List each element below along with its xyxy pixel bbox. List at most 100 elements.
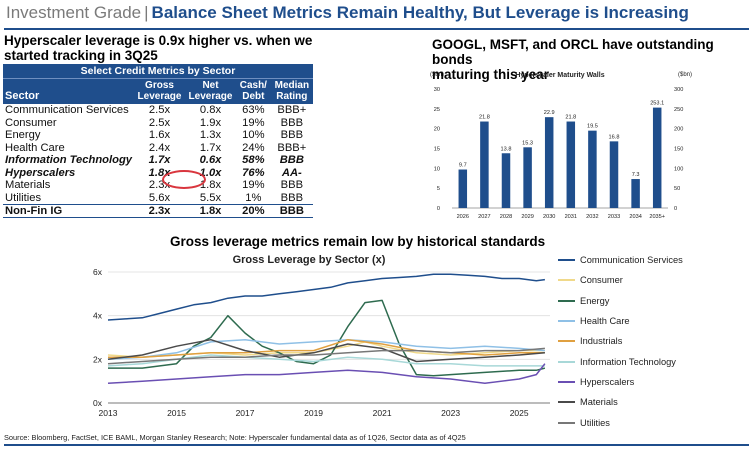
cell-sector: Consumer <box>5 116 57 129</box>
left-tick-label: 5 <box>437 186 440 192</box>
cell-sector: Energy <box>5 129 41 142</box>
right-subtitle-line-1: GOOGL, MSFT, and ORCL have outstanding b… <box>432 37 714 67</box>
bar <box>544 117 554 208</box>
bar <box>588 130 597 208</box>
left-tick-label: 15 <box>434 147 440 153</box>
header-net-line-2: Leverage <box>188 91 233 102</box>
bar-category-label: 2034 <box>629 214 641 220</box>
cell-gross: 2.5x <box>148 116 171 129</box>
legend-label: Materials <box>580 397 618 408</box>
credit-metrics-table: Select Credit Metrics by Sector Sector G… <box>3 64 313 218</box>
left-tick-label: 20 <box>434 127 440 133</box>
y-tick-label: 2x <box>93 354 103 364</box>
bar-data-label: 21.8 <box>479 115 490 121</box>
left-tick-label: 0 <box>437 206 440 212</box>
left-subtitle-line-1: Hyperscaler leverage is 0.9x higher vs. … <box>4 33 313 48</box>
cell-net: 0.6x <box>199 154 222 167</box>
table-header-row: Sector Gross Leverage Net Leverage Cash/De… <box>3 77 313 104</box>
left-tick-label: 30 <box>434 87 440 93</box>
cell-net: 1.7x <box>199 141 222 154</box>
x-tick-label: 2017 <box>236 408 255 418</box>
cell-sector: Information Technology <box>5 154 132 167</box>
cell-rating: BBB+ <box>277 104 307 117</box>
bar-category-label: 2027 <box>478 214 490 220</box>
legend-label: Industrials <box>580 336 623 347</box>
cell-rating: BBB <box>279 154 304 167</box>
series-line <box>107 338 545 363</box>
header-cash-line-2: Debt <box>242 91 265 102</box>
cell-gross: 1.7x <box>148 154 171 167</box>
cell-rating: BBB+ <box>277 141 307 154</box>
right-tick-label: 150 <box>674 147 683 153</box>
legend-label: Health Care <box>580 316 630 327</box>
cell-gross: 2.3x <box>134 203 185 218</box>
cell-cash: 63% <box>242 104 265 117</box>
cell-cash: 20% <box>236 203 271 218</box>
table-title-row: Select Credit Metrics by Sector <box>3 64 313 78</box>
table-total-row: Non-Fin IG 2.3x 1.8x 20% BBB <box>3 203 313 218</box>
cell-cash: 10% <box>242 129 265 142</box>
legend-item: Materials <box>558 392 753 412</box>
left-subtitle: Hyperscaler leverage is 0.9x higher vs. … <box>4 33 312 63</box>
bar-category-label: 2031 <box>565 214 577 220</box>
legend-item: Utilities <box>558 412 753 432</box>
legend-swatch <box>558 340 575 343</box>
table-row: Information Technology 1.7x 0.6x 58% BBB <box>3 154 313 167</box>
header-rule <box>4 28 749 30</box>
legend-swatch <box>558 299 575 302</box>
legend-label: Energy <box>580 295 610 306</box>
bar-category-label: 2030 <box>543 214 555 220</box>
y-tick-label: 6x <box>93 267 103 277</box>
cell-rating: BBB <box>280 179 304 192</box>
table-row: Utilities 5.6x 5.5x 1% BBB <box>3 192 313 205</box>
bar-category-label: 2029 <box>521 214 533 220</box>
y-tick-label: 0x <box>93 398 103 408</box>
table-title: Select Credit Metrics by Sector <box>3 64 313 78</box>
maturity-wall-chart: Hyperscaler Maturity Walls ($bn) ($bn) 0 5 10… <box>430 72 692 220</box>
table-row: Consumer 2.5x 1.9x 19% BBB <box>3 117 313 130</box>
legend-item: Consumer <box>558 270 753 290</box>
right-unit-label: ($bn) <box>678 72 692 78</box>
table-row: Materials 2.3x 1.8x 19% BBB <box>3 179 313 192</box>
header-separator: | <box>144 3 149 22</box>
cell-cash: 19% <box>242 116 265 129</box>
bar <box>480 121 489 208</box>
cell-net: 1.8x <box>185 203 236 218</box>
legend-item: Information Technology <box>558 351 753 371</box>
cell-net: 5.5x <box>199 191 222 204</box>
legend-item: Energy <box>558 291 753 311</box>
cell-rating: AA- <box>281 166 302 179</box>
cell-gross: 1.6x <box>148 129 171 142</box>
cell-cash: 58% <box>242 154 265 167</box>
bar-category-label: 2033 <box>608 214 620 220</box>
cell-rating: BBB <box>280 129 304 142</box>
cell-gross: 2.5x <box>148 104 171 117</box>
header-gross-line-2: Leverage <box>137 91 182 102</box>
table-row: Energy 1.6x 1.3x 10% BBB <box>3 129 313 142</box>
cell-sector: Utilities <box>5 191 42 204</box>
legend-swatch <box>558 360 575 363</box>
header-gross-line-1: Gross <box>145 80 174 91</box>
left-tick-label: 10 <box>434 166 440 172</box>
cell-net: 1.3x <box>199 129 222 142</box>
legend-label: Information Technology <box>580 356 676 367</box>
header-cash-line-1: Cash/ <box>239 80 267 91</box>
cell-net: 1.8x <box>199 179 222 192</box>
right-tick-label: 300 <box>674 87 683 93</box>
table-row: Communication Services 2.5x 0.8x 63% BBB+ <box>3 104 313 117</box>
line-chart-legend: Communication Services Consumer Energy Heal… <box>558 250 753 433</box>
bottom-subtitle: Gross leverage metrics remain low by his… <box>170 234 546 249</box>
cell-net: 0.8x <box>199 104 222 117</box>
bar-data-label: 22.9 <box>544 110 555 116</box>
header-rating-line-1: Median <box>274 80 310 91</box>
table-row: Hyperscalers 1.8x 1.0x 76% AA- <box>3 167 313 180</box>
bar-chart-title: Hyperscaler Maturity Walls <box>515 72 604 79</box>
right-tick-label: 0 <box>674 206 677 212</box>
x-tick-label: 2015 <box>167 408 186 418</box>
legend-swatch <box>558 401 575 404</box>
line-chart-title: Gross Leverage by Sector (x) <box>233 254 386 266</box>
right-tick-label: 200 <box>674 127 683 133</box>
cell-sector: Health Care <box>5 141 65 154</box>
gross-leverage-chart: Gross Leverage by Sector (x) 0x 2x 4x 6x 2013… <box>93 254 550 418</box>
header-rating-line-2: Rating <box>276 91 308 102</box>
